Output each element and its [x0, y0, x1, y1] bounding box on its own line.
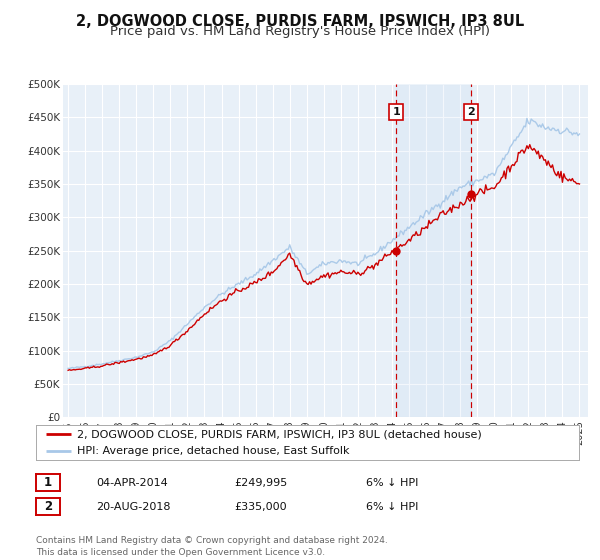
- Text: 1: 1: [44, 476, 52, 489]
- Text: HPI: Average price, detached house, East Suffolk: HPI: Average price, detached house, East…: [77, 446, 349, 456]
- Text: £335,000: £335,000: [234, 502, 287, 512]
- Text: 2: 2: [44, 500, 52, 514]
- Text: 1: 1: [392, 108, 400, 118]
- Text: £249,995: £249,995: [234, 478, 287, 488]
- Bar: [396, 84, 471, 417]
- Text: 2, DOGWOOD CLOSE, PURDIS FARM, IPSWICH, IP3 8UL (detached house): 2, DOGWOOD CLOSE, PURDIS FARM, IPSWICH, …: [77, 429, 481, 439]
- Text: 04-APR-2014: 04-APR-2014: [96, 478, 168, 488]
- Text: 2: 2: [467, 108, 475, 118]
- Text: 20-AUG-2018: 20-AUG-2018: [96, 502, 170, 512]
- Text: Price paid vs. HM Land Registry's House Price Index (HPI): Price paid vs. HM Land Registry's House …: [110, 25, 490, 38]
- Text: 2, DOGWOOD CLOSE, PURDIS FARM, IPSWICH, IP3 8UL: 2, DOGWOOD CLOSE, PURDIS FARM, IPSWICH, …: [76, 14, 524, 29]
- Text: 6% ↓ HPI: 6% ↓ HPI: [366, 478, 418, 488]
- Text: Contains HM Land Registry data © Crown copyright and database right 2024.
This d: Contains HM Land Registry data © Crown c…: [36, 536, 388, 557]
- Text: 6% ↓ HPI: 6% ↓ HPI: [366, 502, 418, 512]
